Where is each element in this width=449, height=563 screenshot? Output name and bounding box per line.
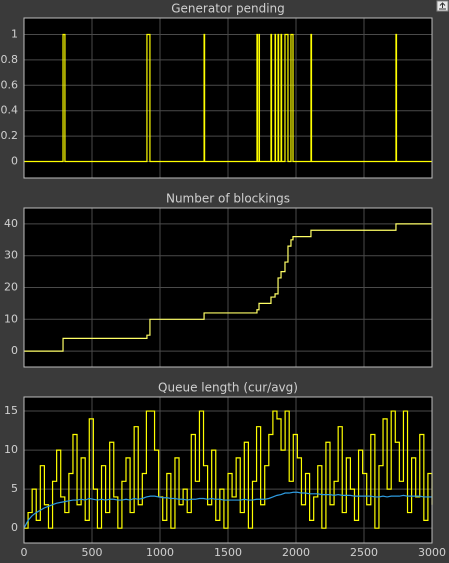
y-tick-label: 0 <box>11 154 18 167</box>
x-tick-label: 3000 <box>418 546 446 559</box>
x-tick-label: 1000 <box>146 546 174 559</box>
chart-title: Queue length (cur/avg) <box>158 381 298 395</box>
x-tick-label: 1500 <box>214 546 242 559</box>
y-tick-label: 40 <box>4 217 18 230</box>
x-tick-label: 2500 <box>350 546 378 559</box>
y-tick-label: 0 <box>11 521 18 534</box>
y-tick-label: 0 <box>11 344 18 357</box>
data-line <box>23 491 432 529</box>
data-line <box>24 223 432 352</box>
y-tick-label: 0.6 <box>1 78 19 91</box>
y-tick-label: 0.2 <box>1 129 19 142</box>
y-tick-label: 0.8 <box>1 53 19 66</box>
y-tick-label: 0.4 <box>1 104 19 117</box>
y-tick-label: 1 <box>11 28 18 41</box>
undock-arrow[interactable] <box>439 2 446 10</box>
x-tick-label: 2000 <box>282 546 310 559</box>
plot-border <box>23 396 433 544</box>
data-line <box>24 410 433 529</box>
x-tick-label: 0 <box>21 546 28 559</box>
y-tick-label: 20 <box>4 281 18 294</box>
plot-border <box>23 17 433 179</box>
plot-border <box>23 207 433 368</box>
chart-title: Generator pending <box>171 2 285 16</box>
y-tick-label: 5 <box>11 482 18 495</box>
y-tick-label: 10 <box>4 443 18 456</box>
chart-title: Number of blockings <box>166 192 290 206</box>
data-line <box>24 33 432 163</box>
x-tick-label: 500 <box>82 546 103 559</box>
y-tick-label: 10 <box>4 312 18 325</box>
y-tick-label: 30 <box>4 249 18 262</box>
undock-button[interactable] <box>436 0 449 12</box>
y-tick-label: 15 <box>4 404 18 417</box>
